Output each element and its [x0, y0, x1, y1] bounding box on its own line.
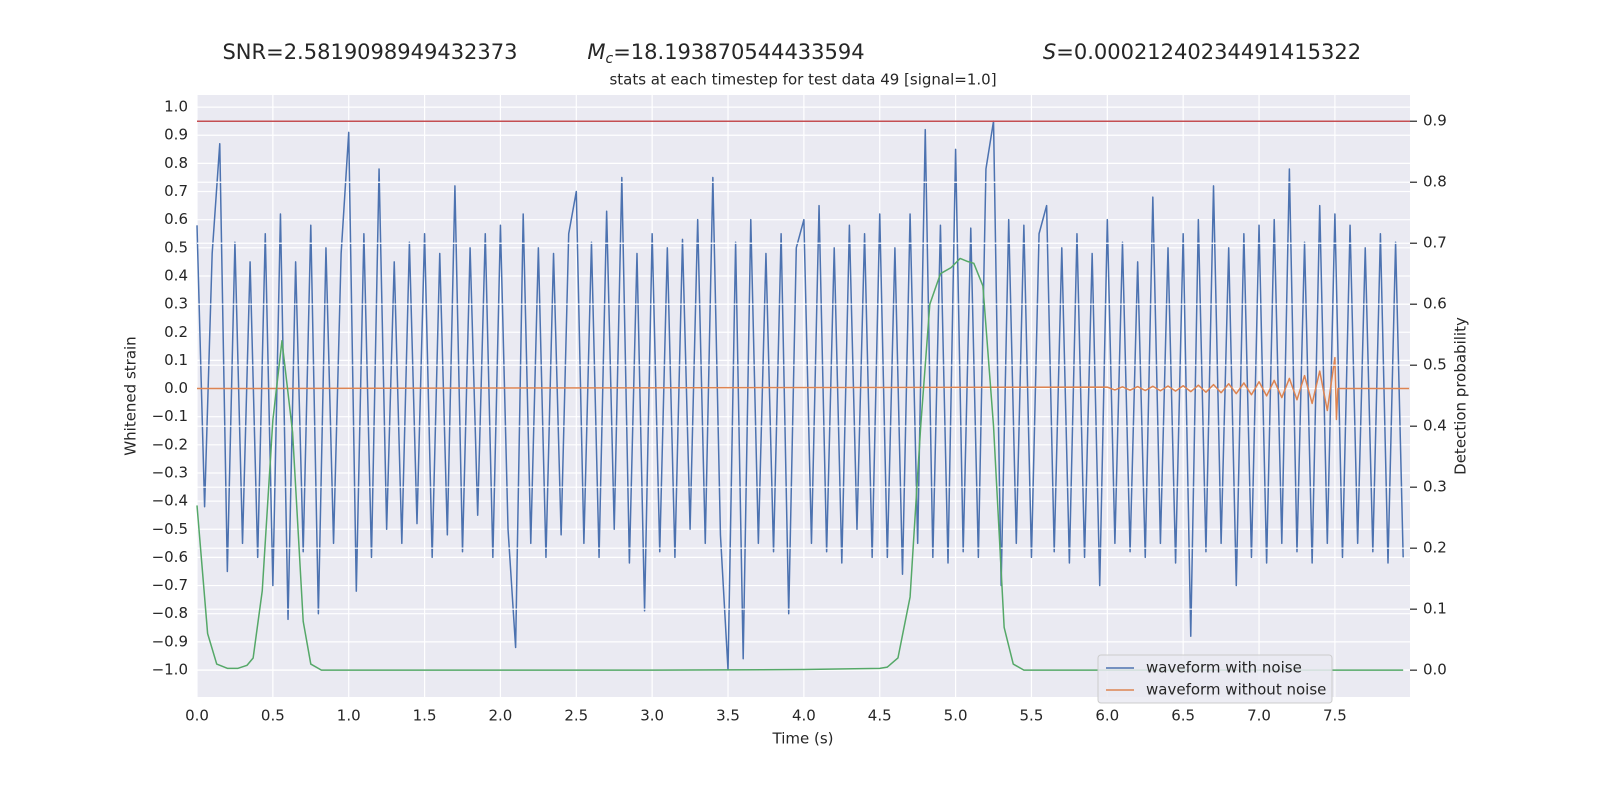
x-tick-label: 2.0 [489, 707, 513, 725]
y-tick-label: 0.9 [164, 126, 188, 144]
x-tick-label: 1.0 [337, 707, 361, 725]
x-axis-label: Time (s) [772, 730, 834, 748]
legend-label: waveform without noise [1146, 681, 1326, 699]
y2-tick-label: 0.7 [1423, 234, 1447, 252]
series-line [196, 257, 1404, 671]
snr-label: SNR=2.5819098949432373 [222, 40, 517, 64]
mc-label: Mc=18.193870544433594 [587, 40, 864, 67]
y2-tick-label: 0.9 [1423, 112, 1447, 130]
y-tick-label: −0.2 [152, 435, 188, 453]
y-tick-label: 0.8 [164, 154, 188, 172]
x-tick-label: 4.5 [868, 707, 892, 725]
series-line [196, 356, 1410, 421]
y-tick-label: 0.3 [164, 295, 188, 313]
x-tick-label: 3.0 [640, 707, 664, 725]
y-tick-label: −0.3 [152, 463, 188, 481]
y-tick-label: −0.1 [152, 407, 188, 425]
y-tick-label: 0.0 [164, 379, 188, 397]
y-tick-label: −0.6 [152, 548, 188, 566]
y-tick-label: −0.7 [152, 576, 188, 594]
mc-value: =18.193870544433594 [613, 40, 864, 64]
y-tick-label: −0.9 [152, 632, 188, 650]
y2-tick-label: 0.3 [1423, 478, 1447, 496]
mc-subscript: c [606, 51, 614, 67]
chart-title: stats at each timestep for test data 49 … [609, 71, 996, 89]
y2-tick-label: 0.1 [1423, 600, 1447, 618]
x-tick-label: 7.0 [1247, 707, 1271, 725]
y-tick-label: 0.6 [164, 210, 188, 228]
y-tick-label: 0.7 [164, 182, 188, 200]
y-tick-label: 0.2 [164, 323, 188, 341]
y2-tick-label: 0.2 [1423, 539, 1447, 557]
x-tick-label: 5.0 [944, 707, 968, 725]
s-label: S=0.00021240234491415322 [1043, 40, 1361, 64]
legend-label: waveform with noise [1146, 659, 1302, 677]
y2-axis-label: Detection probability [1452, 317, 1470, 475]
y2-tick-label: 0.4 [1423, 417, 1447, 435]
x-tick-label: 6.5 [1171, 707, 1195, 725]
x-tick-label: 7.5 [1323, 707, 1347, 725]
x-tick-label: 3.5 [716, 707, 740, 725]
y-tick-label: −1.0 [152, 660, 188, 678]
y-axis-label: Whitened strain [122, 336, 140, 455]
y-tick-label: −0.5 [152, 520, 188, 538]
x-tick-label: 1.5 [413, 707, 437, 725]
y2-tick-label: 0.8 [1423, 173, 1447, 191]
y2-tick-label: 0.6 [1423, 295, 1447, 313]
y-tick-label: 0.5 [164, 238, 188, 256]
y-tick-label: 0.4 [164, 266, 188, 284]
s-value: =0.00021240234491415322 [1056, 40, 1361, 64]
x-tick-label: 5.5 [1020, 707, 1044, 725]
y2-tick-label: 0.5 [1423, 356, 1447, 374]
y-tick-label: −0.4 [152, 492, 188, 510]
series-line [196, 120, 1404, 671]
x-tick-label: 0.0 [185, 707, 209, 725]
y2-tick-label: 0.0 [1423, 661, 1447, 679]
mc-symbol: M [587, 40, 605, 64]
x-tick-label: 4.0 [792, 707, 816, 725]
x-tick-label: 2.5 [564, 707, 588, 725]
x-tick-label: 6.0 [1095, 707, 1119, 725]
y-tick-label: −0.8 [152, 604, 188, 622]
y-tick-label: 1.0 [164, 98, 188, 116]
x-tick-label: 0.5 [261, 707, 285, 725]
s-symbol: S [1043, 40, 1056, 64]
legend-box [1097, 654, 1333, 704]
y-tick-label: 0.1 [164, 351, 188, 369]
